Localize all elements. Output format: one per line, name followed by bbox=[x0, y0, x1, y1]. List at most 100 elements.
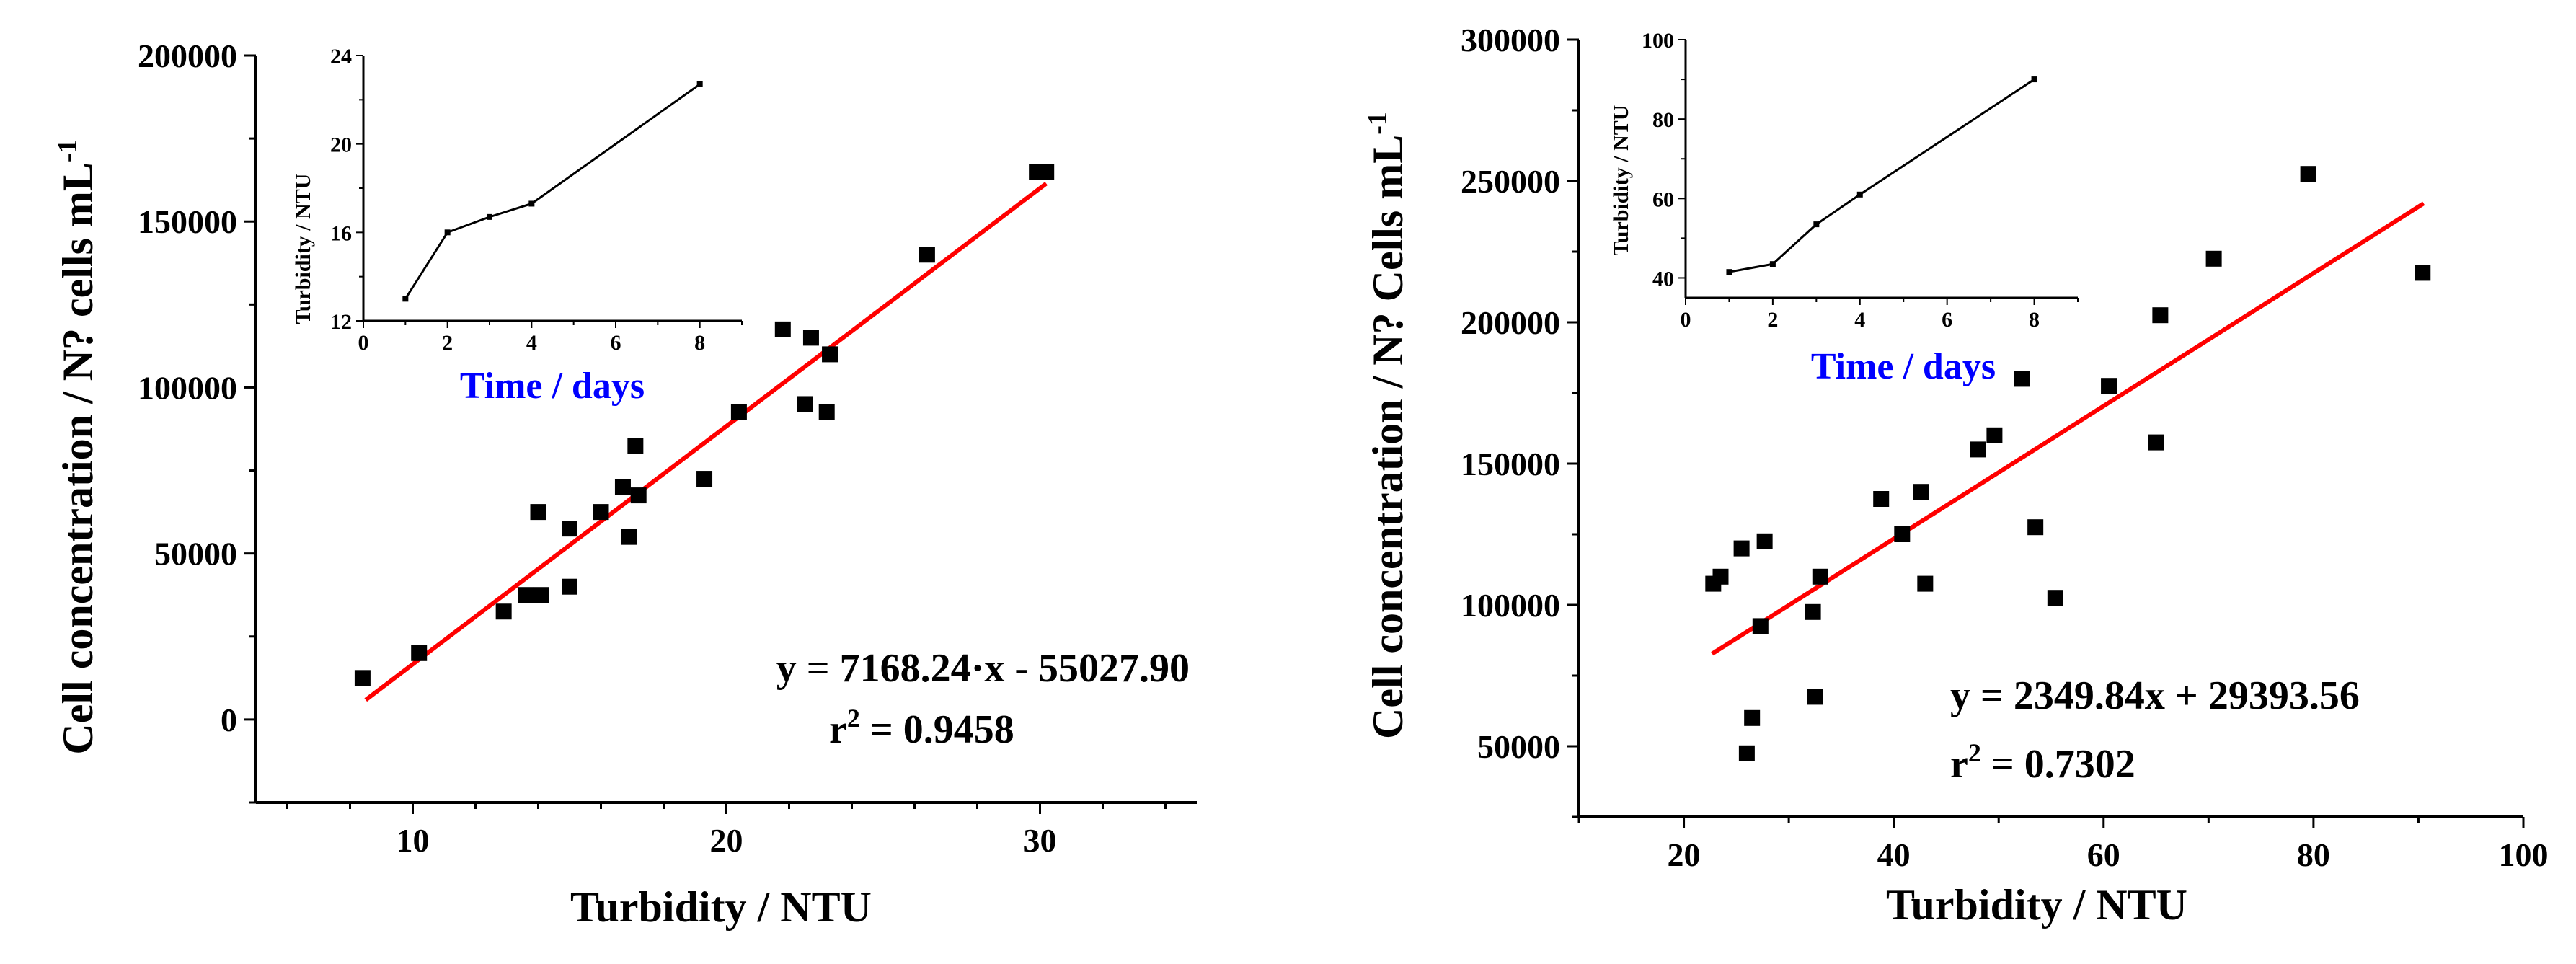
left-data-point bbox=[802, 330, 819, 346]
right-data-point bbox=[2152, 307, 2169, 324]
right-points bbox=[1705, 166, 2431, 761]
left-fit-group bbox=[364, 182, 1048, 702]
right-inset-point bbox=[1813, 221, 1820, 228]
left-inset-x-tick-label: 8 bbox=[694, 331, 705, 355]
left-data-point bbox=[696, 471, 713, 487]
left-inset-point bbox=[402, 296, 409, 302]
right-fit-group bbox=[1711, 201, 2425, 656]
right-x-tick-label: 40 bbox=[1877, 836, 1911, 873]
right-data-point bbox=[2047, 590, 2063, 606]
left-points bbox=[354, 164, 1055, 686]
left-data-point bbox=[533, 587, 549, 603]
right-data-point bbox=[2027, 519, 2044, 536]
right-data-point bbox=[2205, 250, 2222, 267]
left-data-point bbox=[614, 479, 631, 495]
right-x-axis-label: Turbidity / NTU bbox=[1886, 881, 2187, 929]
left-inset-y-tick-label: 24 bbox=[330, 45, 352, 68]
left-data-point bbox=[593, 504, 609, 521]
left-data-point bbox=[530, 504, 546, 521]
right-inset-y-tick-label: 100 bbox=[1642, 29, 1674, 53]
right-inset-x-tick-label: 8 bbox=[2029, 308, 2040, 332]
left-y-tick-label: 150000 bbox=[138, 203, 237, 240]
right-data-point bbox=[1756, 533, 1773, 549]
right-r2-sup: 2 bbox=[1968, 738, 1981, 767]
right-inset-chart: 0 2 4 6 8 40 60 80 100 Time / days Turbidity / N… bbox=[1609, 29, 2079, 387]
right-y-tick-label: 300000 bbox=[1461, 22, 1560, 58]
left-inset-x-label: Time / days bbox=[460, 366, 645, 407]
right-r-squared: r2 = 0.7302 bbox=[1950, 738, 2135, 787]
left-inset-point bbox=[487, 213, 492, 220]
right-data-point bbox=[1986, 427, 2003, 443]
right-inset-y-tick-label: 60 bbox=[1652, 187, 1674, 211]
right-x-tick-label: 20 bbox=[1668, 836, 1701, 873]
left-inset-point bbox=[528, 200, 535, 207]
left-data-point bbox=[354, 670, 371, 686]
left-data-point bbox=[1038, 164, 1055, 180]
right-data-point bbox=[1733, 540, 1750, 557]
left-data-point bbox=[818, 404, 835, 420]
right-y-tick-label: 100000 bbox=[1461, 587, 1560, 624]
left-r2-prefix: r bbox=[829, 707, 847, 752]
right-inset-point bbox=[1769, 261, 1776, 267]
left-inset-x-tick-label: 4 bbox=[526, 331, 537, 355]
right-inset-x-tick-label: 4 bbox=[1854, 308, 1865, 332]
left-x-axis-label: Turbidity / NTU bbox=[570, 883, 872, 931]
right-inset-x-tick-label: 2 bbox=[1767, 308, 1778, 332]
left-x-tick-label: 30 bbox=[1024, 822, 1057, 859]
left-inset-x-tick-label: 0 bbox=[358, 331, 369, 355]
right-x-tick-label: 60 bbox=[2087, 836, 2120, 873]
right-fit-line bbox=[1711, 201, 2425, 656]
right-y-axis-label: Cell concentration / N? Cells mL-1 bbox=[1363, 112, 1412, 739]
right-inset-x-tick-label: 0 bbox=[1681, 308, 1691, 332]
right-inset-point bbox=[1726, 269, 1732, 275]
right-r2-value: = 0.7302 bbox=[1981, 742, 2135, 787]
right-data-point bbox=[2300, 166, 2316, 182]
left-inset-series bbox=[402, 81, 703, 302]
left-data-point bbox=[730, 404, 747, 420]
left-data-point bbox=[822, 346, 838, 363]
right-r2-prefix: r bbox=[1950, 742, 1968, 787]
left-fit-line bbox=[364, 182, 1048, 702]
right-chart: 20 40 60 80 10050000100000150000200000250000… bbox=[1363, 22, 2549, 929]
right-data-point bbox=[1752, 618, 1769, 634]
left-x-tick-label: 10 bbox=[397, 822, 430, 859]
left-data-point bbox=[797, 396, 813, 412]
right-y-tick-label: 50000 bbox=[1477, 728, 1560, 765]
right-y-axis-label-sup: -1 bbox=[1363, 112, 1393, 135]
left-inset-y-tick-label: 20 bbox=[330, 133, 352, 157]
left-y-tick-label: 0 bbox=[221, 702, 237, 738]
right-inset-axes: 0 2 4 6 8 40 60 80 100 bbox=[1642, 29, 2079, 332]
right-data-point bbox=[2101, 378, 2117, 394]
left-y-axis-label-text: Cell concentration / N? cells mL bbox=[54, 162, 102, 755]
right-data-point bbox=[1744, 709, 1761, 726]
left-y-tick-label: 100000 bbox=[138, 369, 237, 406]
right-data-point bbox=[1913, 484, 1929, 500]
left-data-point bbox=[562, 578, 577, 595]
right-data-point bbox=[1712, 568, 1729, 585]
right-data-point bbox=[1873, 491, 1890, 507]
right-x-tick-label: 100 bbox=[2499, 836, 2549, 873]
right-data-point bbox=[1738, 745, 1755, 761]
left-data-point bbox=[518, 587, 534, 603]
left-fit-equation: y = 7168.24·x - 55027.90 bbox=[776, 646, 1190, 691]
left-inset-y-tick-label: 12 bbox=[330, 310, 352, 334]
left-y-axis-label-sup: -1 bbox=[53, 139, 83, 162]
right-inset-x-label: Time / days bbox=[1811, 346, 1996, 387]
left-r2-sup: 2 bbox=[847, 704, 860, 733]
right-data-point bbox=[1812, 568, 1828, 585]
left-data-point bbox=[562, 521, 577, 537]
right-x-tick-label: 80 bbox=[2297, 836, 2330, 873]
left-data-point bbox=[627, 438, 644, 454]
left-data-point bbox=[630, 487, 647, 504]
right-y-tick-label: 150000 bbox=[1461, 446, 1560, 482]
right-data-point bbox=[1894, 526, 1911, 542]
right-fit-equation: y = 2349.84x + 29393.56 bbox=[1950, 673, 2360, 718]
left-inset-line bbox=[404, 83, 701, 300]
left-y-tick-label: 200000 bbox=[138, 37, 237, 74]
left-data-point bbox=[621, 529, 637, 545]
left-data-point bbox=[774, 321, 791, 337]
right-inset-x-tick-label: 6 bbox=[1942, 308, 1952, 332]
